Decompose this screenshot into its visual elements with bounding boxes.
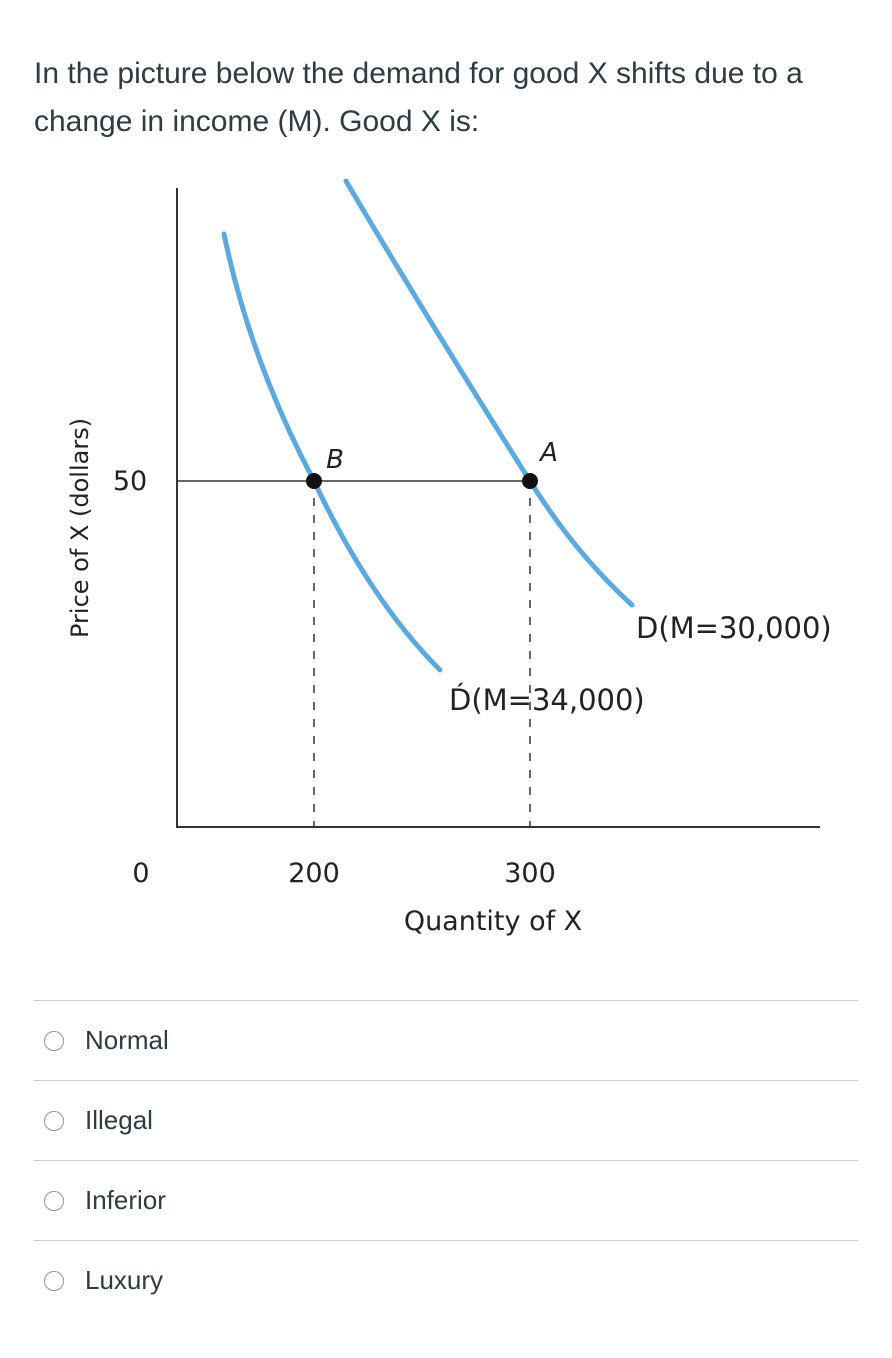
point-b: [306, 473, 322, 489]
point-label-b: B: [326, 445, 344, 475]
answer-option-normal[interactable]: Normal: [34, 1000, 858, 1080]
answer-option-inferior[interactable]: Inferior: [34, 1160, 858, 1240]
chart-svg: Price of X (dollars) Quantity of X 0 200…: [66, 178, 832, 937]
question-text: In the picture below the demand for good…: [34, 57, 803, 138]
answer-label: Inferior: [85, 1185, 166, 1215]
answer-label: Normal: [85, 1025, 169, 1055]
demand-curve-d: [343, 178, 635, 608]
radio-button[interactable]: [44, 1110, 64, 1131]
answer-option-luxury[interactable]: Luxury: [34, 1240, 858, 1320]
demand-shift-chart: Price of X (dollars) Quantity of X 0 200…: [0, 160, 892, 960]
answer-list: Normal Illegal Inferior Luxury: [34, 1000, 858, 1320]
series-label-d: D(M=30,000): [636, 611, 832, 645]
answer-label: Luxury: [85, 1265, 164, 1295]
x-tick-label-200: 200: [288, 858, 340, 889]
radio-button[interactable]: [44, 1270, 64, 1291]
series-label-d-prime: D́(M=34,000): [449, 683, 645, 717]
radio-button[interactable]: [44, 1030, 64, 1051]
x-axis-label: Quantity of X: [404, 906, 582, 937]
y-axis-label: Price of X (dollars): [66, 418, 94, 638]
radio-button[interactable]: [44, 1190, 64, 1211]
x-tick-label-300: 300: [504, 858, 556, 889]
y-tick-label-50: 50: [113, 466, 147, 497]
point-a: [522, 473, 538, 489]
answer-option-illegal[interactable]: Illegal: [34, 1080, 858, 1160]
point-label-a: A: [538, 438, 558, 468]
origin-label: 0: [132, 858, 149, 889]
answer-label: Illegal: [85, 1105, 153, 1135]
